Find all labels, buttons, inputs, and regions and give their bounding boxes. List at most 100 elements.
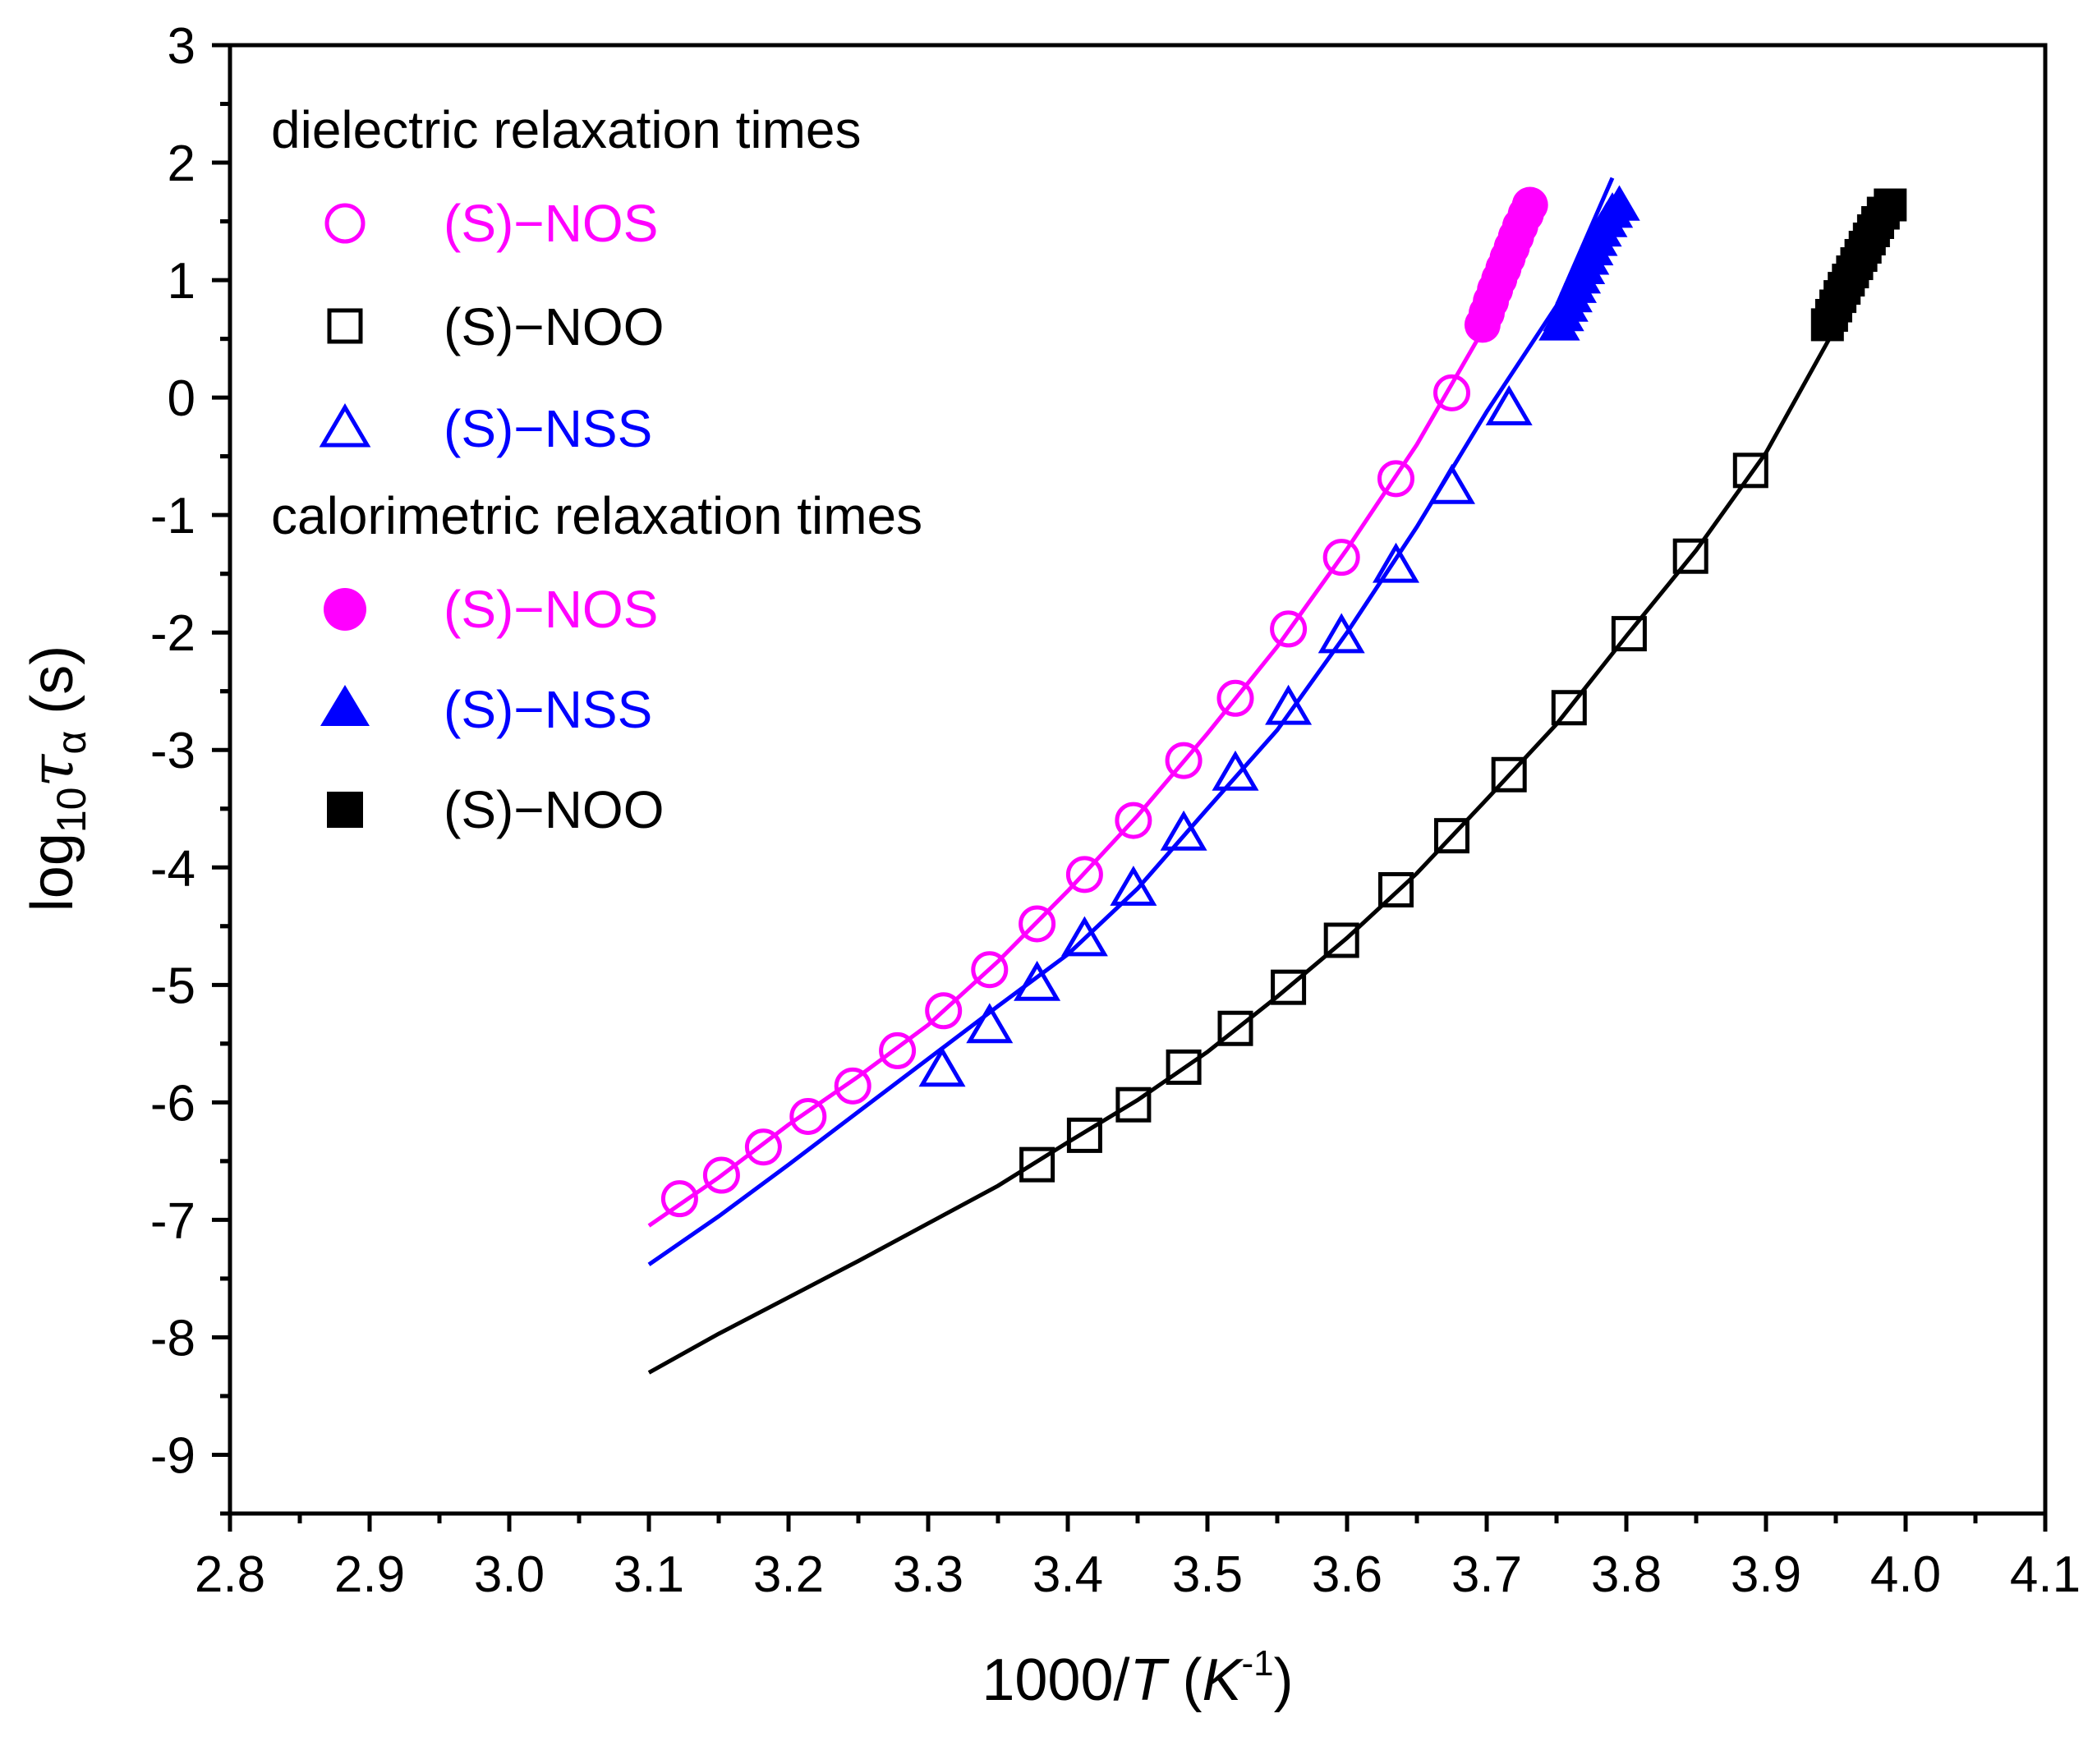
y-axis-title: log10τα (s) xyxy=(17,645,94,912)
y-tick-label: -8 xyxy=(150,1310,195,1367)
x-tick-label: 3.4 xyxy=(1032,1546,1103,1603)
x-tick-label: 3.5 xyxy=(1172,1546,1243,1603)
legend-marker-filled-triangle xyxy=(320,685,370,726)
fit-line-0 xyxy=(647,189,1531,1228)
x-tick-label: 3.3 xyxy=(893,1546,963,1603)
x-tick-label: 3.1 xyxy=(614,1546,684,1603)
data-point xyxy=(925,992,963,1030)
data-point xyxy=(1166,1049,1202,1085)
data-point xyxy=(1874,188,1907,222)
data-point xyxy=(918,1046,966,1087)
data-point xyxy=(1066,1117,1102,1153)
data-point xyxy=(1115,802,1152,839)
legend-label-calorimetric-noo: (S)−NOO xyxy=(444,780,664,839)
data-markers xyxy=(660,185,1907,1218)
data-point xyxy=(1270,610,1308,648)
data-point xyxy=(702,1156,740,1194)
data-point xyxy=(1212,750,1259,791)
data-point xyxy=(1271,969,1307,1005)
x-tick-label: 4.1 xyxy=(2010,1546,2081,1603)
x-tick-label: 3.6 xyxy=(1312,1546,1382,1603)
legend-label-calorimetric-nss: (S)−NSS xyxy=(444,680,652,739)
data-point xyxy=(879,1031,917,1069)
data-point xyxy=(1672,538,1708,574)
data-point xyxy=(1434,818,1469,854)
y-tick-label: 0 xyxy=(168,370,195,427)
data-point xyxy=(1511,186,1548,223)
fit-lines xyxy=(647,177,1894,1375)
axis-ticks xyxy=(212,43,2048,1532)
data-point xyxy=(834,1067,871,1105)
data-point xyxy=(1491,756,1527,792)
x-tick-label: 3.2 xyxy=(753,1546,824,1603)
x-tick-label: 2.8 xyxy=(195,1546,265,1603)
data-point xyxy=(1165,742,1203,779)
legend-label-dielectric-noo: (S)−NOO xyxy=(444,297,664,356)
series-2 xyxy=(918,385,1533,1087)
legend-label-dielectric-nss: (S)−NSS xyxy=(444,399,652,458)
data-point xyxy=(1378,871,1414,907)
data-point xyxy=(1732,452,1768,489)
data-point xyxy=(1377,460,1414,498)
series-5 xyxy=(1810,188,1907,342)
legend-entry-calorimetric-noo: (S)−NOO xyxy=(327,780,664,839)
data-point xyxy=(1160,810,1207,851)
legend-entry-dielectric-nos: (S)−NOS xyxy=(324,194,658,253)
data-point xyxy=(1265,684,1313,725)
data-point xyxy=(1322,539,1360,577)
legend-entry-calorimetric-nos: (S)−NOS xyxy=(324,580,658,639)
legend-marker-open-square xyxy=(327,308,363,344)
data-point xyxy=(966,1003,1014,1044)
fit-line-2 xyxy=(647,199,1894,1375)
data-point xyxy=(1551,690,1587,726)
data-point xyxy=(1115,1086,1152,1123)
y-tick-label: -6 xyxy=(150,1075,195,1132)
y-tick-label: -4 xyxy=(150,840,195,897)
data-point xyxy=(1019,1146,1055,1183)
series-1 xyxy=(1019,452,1768,1183)
y-tick-label: 2 xyxy=(168,136,195,192)
legend: dielectric relaxation times (S)−NOS (S)−… xyxy=(271,100,922,839)
data-point xyxy=(1323,922,1359,958)
data-point xyxy=(1598,185,1640,221)
data-point xyxy=(1372,542,1420,583)
data-point xyxy=(789,1098,827,1136)
data-point xyxy=(744,1128,782,1166)
data-point xyxy=(1065,856,1103,893)
y-tick-label: -2 xyxy=(150,605,195,662)
legend-entry-dielectric-noo: (S)−NOO xyxy=(327,297,664,356)
legend-group-calorimetric-title: calorimetric relaxation times xyxy=(271,486,922,545)
x-tick-label: 4.0 xyxy=(1870,1546,1941,1603)
data-point xyxy=(971,951,1009,989)
legend-marker-open-triangle xyxy=(319,403,371,448)
data-point xyxy=(1611,616,1647,652)
data-point xyxy=(1485,385,1533,425)
plot-frame xyxy=(228,43,2048,1516)
legend-label-dielectric-nos: (S)−NOS xyxy=(444,194,658,253)
x-tick-label: 2.9 xyxy=(334,1546,405,1603)
data-point xyxy=(1110,866,1157,906)
legend-marker-filled-square xyxy=(327,792,363,828)
legend-entry-dielectric-nss: (S)−NSS xyxy=(319,399,652,458)
data-point xyxy=(1014,960,1061,1001)
x-tick-label: 3.9 xyxy=(1731,1546,1801,1603)
y-tick-label: -1 xyxy=(150,488,195,544)
series-0 xyxy=(660,374,1470,1218)
legend-group-dielectric-title: dielectric relaxation times xyxy=(271,100,862,159)
y-tick-label: -5 xyxy=(150,958,195,1014)
axis-tick-labels: 2.8 2.9 3.0 3.1 3.2 3.3 3.4 3.5 3.6 3.7 3.8 3.9 4.0 4… xyxy=(150,18,2081,1603)
y-tick-label: -7 xyxy=(150,1192,195,1249)
legend-entry-calorimetric-nss: (S)−NSS xyxy=(320,680,652,739)
data-point xyxy=(1019,905,1056,943)
x-axis-title: 1000/T (K-1) xyxy=(982,1643,1293,1713)
series-3 xyxy=(1464,186,1548,343)
series-4 xyxy=(1538,185,1640,341)
data-point xyxy=(1217,1010,1253,1046)
legend-marker-filled-circle xyxy=(324,588,366,631)
x-tick-label: 3.0 xyxy=(474,1546,545,1603)
data-point xyxy=(1433,374,1470,411)
y-tick-label: -3 xyxy=(150,723,195,779)
data-point xyxy=(1428,463,1476,504)
data-point xyxy=(1318,613,1365,654)
